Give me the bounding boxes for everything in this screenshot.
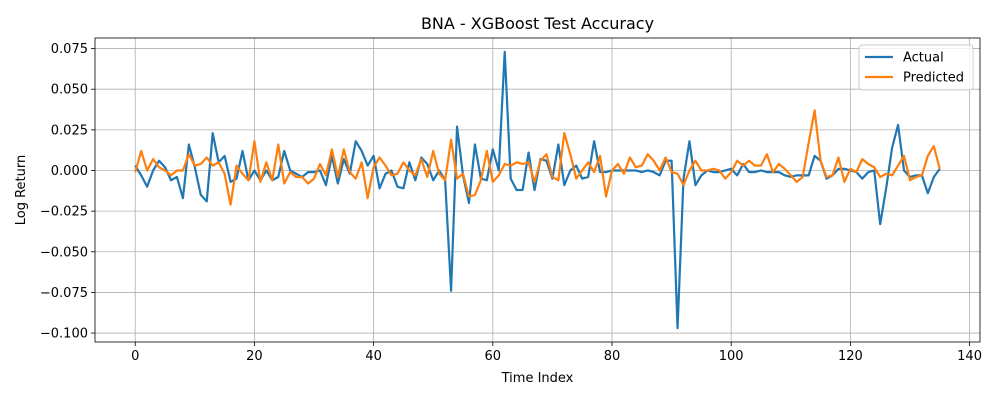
x-tick-label: 0 xyxy=(131,349,139,364)
x-axis-label: Time Index xyxy=(501,371,574,386)
x-tick-label: 120 xyxy=(838,349,863,364)
y-tick-label: 0.050 xyxy=(51,83,88,98)
plot-frame xyxy=(94,37,981,343)
x-tick-label: 60 xyxy=(485,349,502,364)
y-axis-label: Log Return xyxy=(14,155,29,226)
x-tick-label: 80 xyxy=(604,349,621,364)
legend-label-actual: Actual xyxy=(903,51,944,66)
y-tick-label: 0.075 xyxy=(51,42,88,57)
x-tick-label: 20 xyxy=(246,349,263,364)
y-tick-label: −0.075 xyxy=(40,286,88,301)
chart-title: BNA - XGBoost Test Accuracy xyxy=(421,14,654,33)
x-axis-ticks: 0 20 40 60 80 100 120 140 xyxy=(131,342,982,364)
x-tick-label: 40 xyxy=(365,349,382,364)
y-tick-label: 0.000 xyxy=(51,164,88,179)
y-axis-ticks: −0.100 −0.075 −0.050 −0.025 0.000 0.025 0.050 0… xyxy=(40,42,95,342)
y-tick-label: −0.050 xyxy=(40,245,88,260)
y-tick-label: −0.100 xyxy=(40,327,88,342)
y-tick-label: −0.025 xyxy=(40,205,88,220)
grid xyxy=(95,38,980,342)
x-tick-label: 140 xyxy=(957,349,982,364)
legend: Actual Predicted xyxy=(858,44,974,91)
series-line-predicted xyxy=(134,109,941,206)
series-layer xyxy=(134,50,941,330)
legend-label-predicted: Predicted xyxy=(903,71,964,86)
x-tick-label: 100 xyxy=(719,349,744,364)
y-tick-label: 0.025 xyxy=(51,123,88,138)
